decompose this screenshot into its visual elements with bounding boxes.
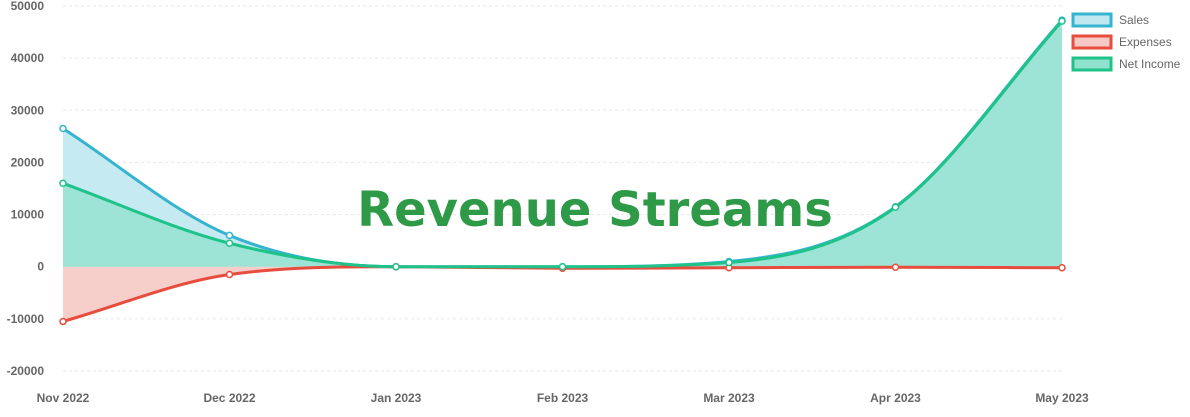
- net-income-point[interactable]: [558, 262, 567, 271]
- sales-point[interactable]: [225, 231, 234, 240]
- expenses-area: [63, 266, 1062, 322]
- net-income-point[interactable]: [392, 262, 400, 271]
- x-tick-label: Nov 2022: [37, 391, 90, 405]
- legend-label-net-income[interactable]: Net Income: [1119, 57, 1181, 71]
- expenses-point[interactable]: [225, 270, 234, 279]
- x-tick-label: Feb 2023: [537, 391, 589, 405]
- area-fills: [63, 20, 1062, 322]
- legend-swatch-sales[interactable]: [1071, 12, 1113, 28]
- x-axis-ticks: Nov 2022 Dec 2022 Jan 2023 Feb 2023 Mar 2023…: [37, 391, 1089, 405]
- net-income-point[interactable]: [891, 203, 900, 212]
- y-tick-label: 10000: [11, 208, 45, 222]
- y-tick-label: 30000: [11, 103, 45, 117]
- y-tick-label: -20000: [7, 364, 45, 378]
- legend-swatch-net-income[interactable]: [1071, 56, 1113, 72]
- y-tick-label: 0: [37, 260, 44, 274]
- net-income-point[interactable]: [1058, 17, 1066, 25]
- expenses-point[interactable]: [59, 317, 67, 326]
- data-points: [59, 16, 1066, 326]
- net-income-area: [63, 21, 1062, 267]
- legend-swatch-expenses[interactable]: [1071, 34, 1113, 50]
- legend-label-sales[interactable]: Sales: [1119, 13, 1149, 27]
- x-tick-label: Apr 2023: [870, 391, 921, 405]
- expenses-point[interactable]: [891, 263, 900, 271]
- x-tick-label: Dec 2022: [203, 391, 255, 405]
- chart-title: Revenue Streams: [357, 182, 833, 238]
- y-tick-label: 50000: [11, 0, 45, 13]
- expenses-point[interactable]: [1058, 264, 1066, 272]
- legend-label-expenses[interactable]: Expenses: [1119, 35, 1172, 49]
- y-tick-label: 20000: [11, 155, 45, 169]
- legend: Sales Expenses Net Income: [1071, 12, 1181, 72]
- net-income-point[interactable]: [725, 258, 733, 267]
- y-axis-ticks: 50000 40000 30000 20000 10000 0 -10000 -20000: [7, 0, 45, 378]
- sales-point[interactable]: [59, 124, 67, 133]
- x-tick-label: Mar 2023: [703, 391, 755, 405]
- x-tick-label: May 2023: [1035, 391, 1089, 405]
- net-income-point[interactable]: [225, 239, 234, 247]
- y-tick-label: 40000: [11, 51, 45, 65]
- x-tick-label: Jan 2023: [371, 391, 422, 405]
- series-lines: [62, 19, 1064, 323]
- net-income-point[interactable]: [59, 179, 67, 188]
- y-tick-label: -10000: [7, 312, 45, 326]
